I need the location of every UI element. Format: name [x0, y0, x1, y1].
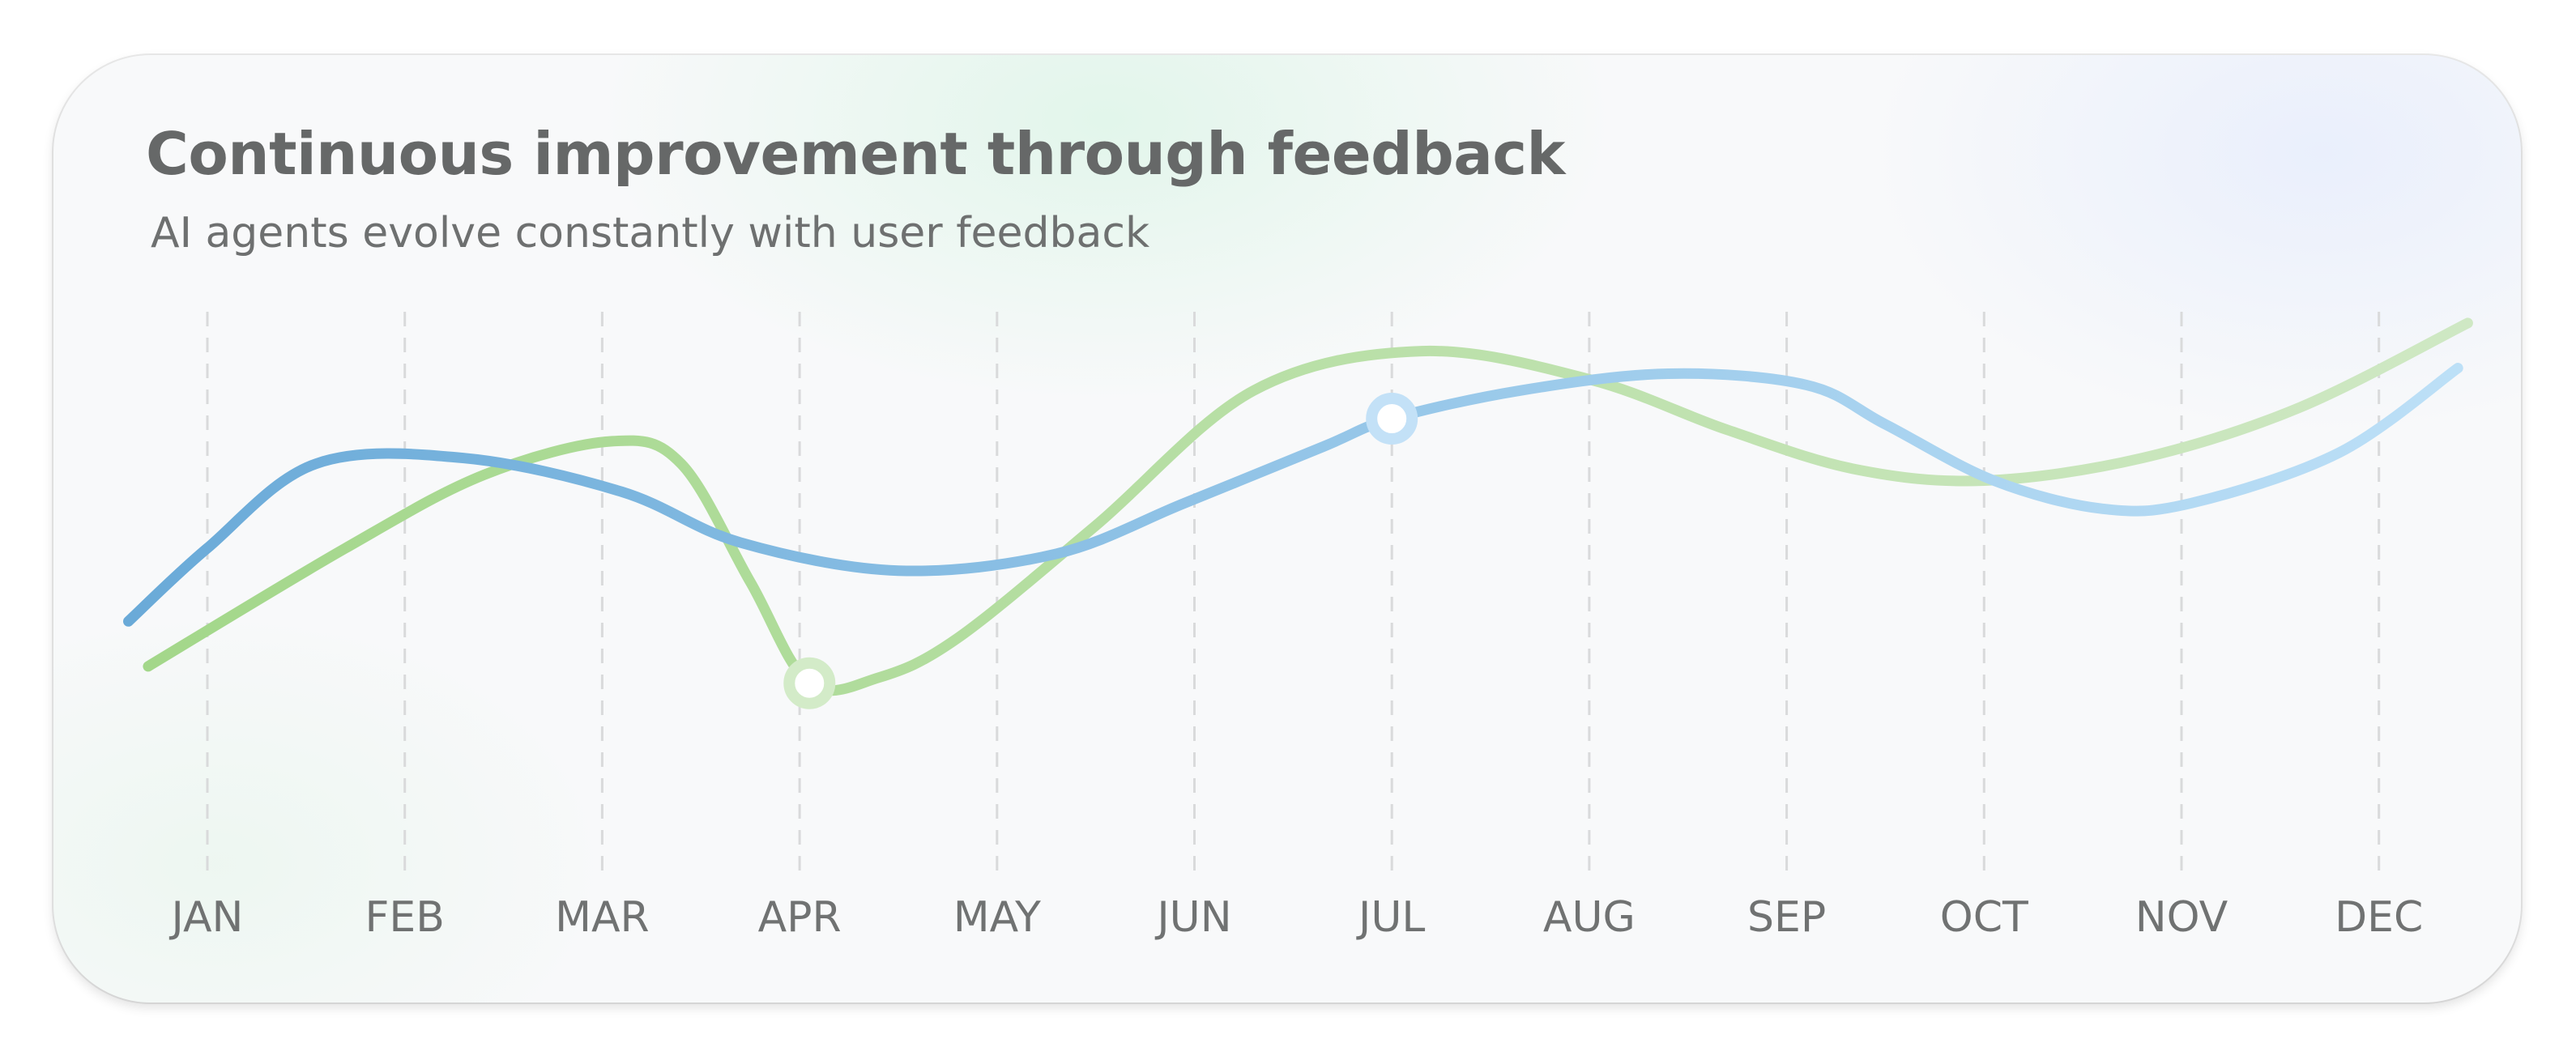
chart-subtitle: AI agents evolve constantly with user fe…	[151, 209, 1150, 258]
chart-title: Continuous improvement through feedback	[146, 120, 1565, 188]
chart-card: Continuous improvement through feedback …	[53, 55, 2521, 1003]
